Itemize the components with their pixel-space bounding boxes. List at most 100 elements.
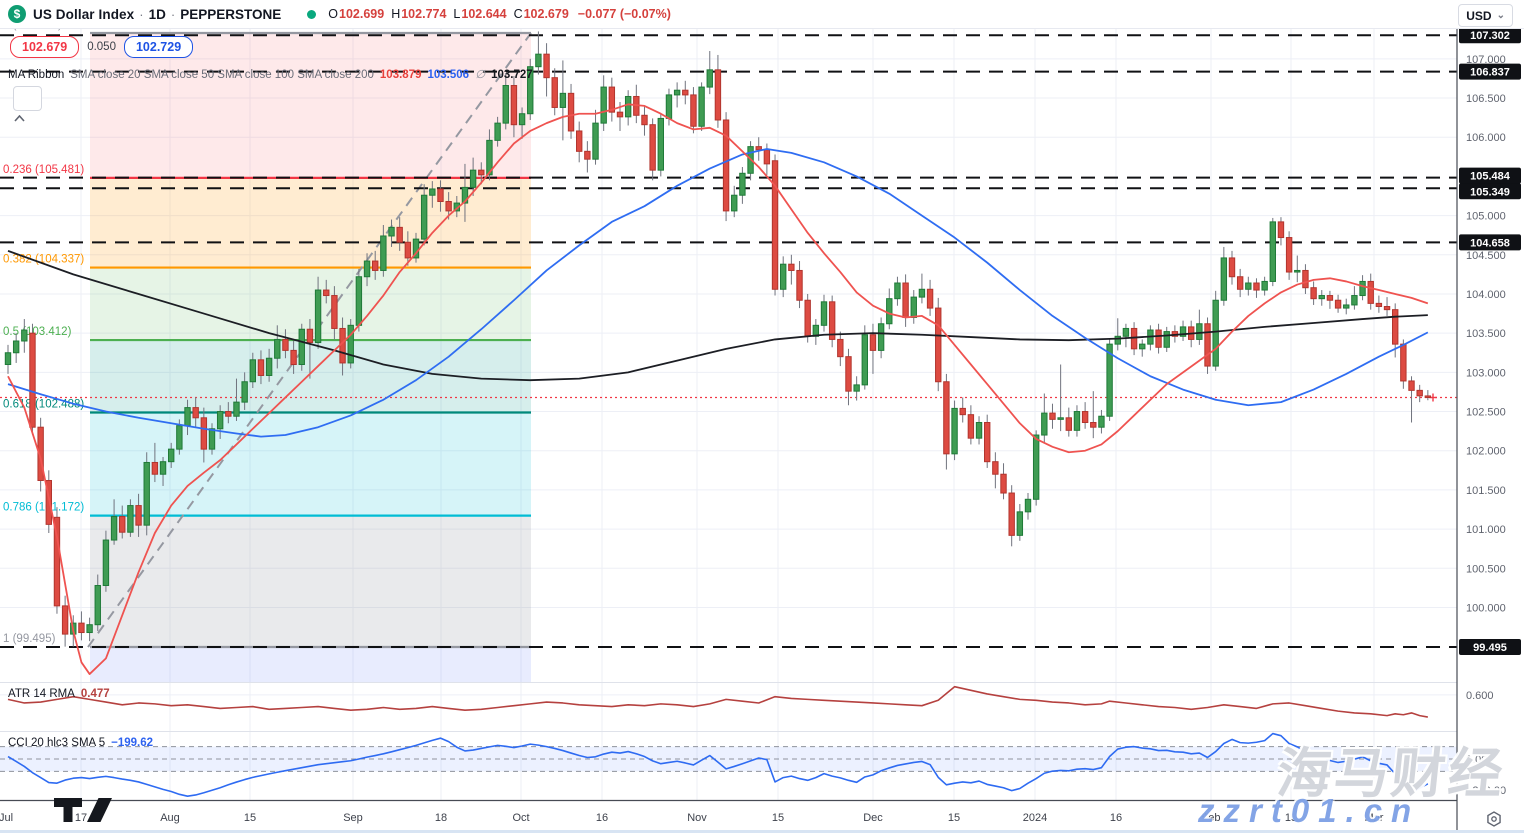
svg-text:105.000: 105.000	[1466, 211, 1506, 223]
high-label: H	[391, 7, 401, 21]
svg-text:Oct: Oct	[512, 812, 529, 824]
time-axis[interactable]: Jul 17 Aug 15 Sep 18 Oct 16 Nov 15 Dec 15 2024 16 Feb 1…	[0, 812, 1524, 833]
svg-text:101.000: 101.000	[1466, 524, 1506, 536]
svg-text:103.000: 103.000	[1466, 367, 1506, 379]
svg-text:107.302: 107.302	[1470, 30, 1510, 42]
cci-pane	[0, 732, 1457, 798]
axis-settings-gear-icon[interactable]	[1487, 811, 1501, 827]
svg-text:102.500: 102.500	[1466, 407, 1506, 419]
svg-text:104.500: 104.500	[1466, 250, 1506, 262]
chart-header: $ US Dollar Index · 1D · PEPPERSTONE O10…	[0, 0, 1524, 29]
currency-dropdown[interactable]: USD ⌄	[1458, 4, 1513, 27]
candles-layer	[4, 31, 1432, 647]
sma100-value: ∅	[475, 69, 486, 81]
low-label: L	[453, 7, 461, 21]
svg-text:2024: 2024	[1023, 812, 1047, 824]
svg-text:104.658: 104.658	[1470, 237, 1510, 249]
svg-text:105.484: 105.484	[1470, 171, 1511, 183]
quote-panel: 102.679 0.050 102.729	[10, 36, 194, 58]
collapse-legend-button[interactable]	[13, 86, 42, 122]
svg-text:Feb: Feb	[1202, 812, 1221, 824]
currency-label: USD	[1466, 8, 1492, 23]
svg-text:0.600: 0.600	[1466, 690, 1494, 702]
svg-text:100.500: 100.500	[1466, 563, 1506, 575]
svg-text:16: 16	[1110, 812, 1122, 824]
high-value: 102.774	[401, 7, 447, 21]
svg-text:0.00: 0.00	[1466, 754, 1487, 766]
ma-ribbon-legend[interactable]: MA Ribbon SMA close 20 SMA close 50 SMA …	[8, 67, 533, 81]
svg-text:Aug: Aug	[160, 812, 180, 824]
change-value: −0.077 (−0.07%)	[577, 7, 671, 21]
sma20-value: 103.879	[379, 69, 422, 81]
separator-dot: ·	[170, 6, 176, 22]
svg-text:15: 15	[1285, 812, 1297, 824]
svg-text:101.500: 101.500	[1466, 485, 1506, 497]
cci-title[interactable]: CCI 20 hlc3 SMA 5	[8, 737, 106, 749]
market-status-icon	[307, 9, 317, 19]
svg-text:Dec: Dec	[863, 812, 883, 824]
symbol-title[interactable]: US Dollar Index	[33, 6, 135, 22]
svg-text:15: 15	[244, 812, 256, 824]
watermark-site: zzrt01.cn	[1198, 792, 1421, 829]
chevron-up-icon	[14, 115, 25, 122]
cci-value: −199.62	[111, 737, 154, 749]
sma50-line	[7, 148, 1429, 438]
sma200-line	[7, 250, 1428, 382]
atr-line	[7, 685, 1428, 718]
svg-text:−250.00: −250.00	[1466, 785, 1506, 797]
svg-text:99.495: 99.495	[1473, 642, 1507, 654]
low-value: 102.644	[461, 7, 507, 21]
svg-text:0.786 (101.172): 0.786 (101.172)	[3, 502, 84, 514]
svg-text:0.382 (104.337): 0.382 (104.337)	[3, 254, 84, 266]
alert-level-lines	[0, 34, 1457, 649]
fib-retracement-zones	[90, 31, 531, 682]
svg-text:0.236 (105.481): 0.236 (105.481)	[3, 164, 84, 176]
symbol-logo-icon: $	[8, 5, 26, 23]
svg-text:102.000: 102.000	[1466, 446, 1506, 458]
svg-text:15: 15	[948, 812, 960, 824]
sma20-line	[7, 103, 1429, 675]
svg-text:Jul: Jul	[0, 812, 13, 824]
svg-text:104.000: 104.000	[1466, 289, 1506, 301]
ma-ribbon-title[interactable]: MA Ribbon	[8, 69, 65, 81]
svg-text:103.500: 103.500	[1466, 328, 1506, 340]
ask-price-box: 102.729	[123, 36, 194, 58]
svg-text:106.837: 106.837	[1470, 67, 1510, 79]
bid-price-box: 102.679	[10, 36, 80, 58]
atr-title[interactable]: ATR 14 RMA	[8, 688, 75, 700]
close-label: C	[513, 7, 523, 21]
open-value: 102.699	[339, 7, 385, 21]
svg-text:105.349: 105.349	[1470, 186, 1510, 198]
svg-text:0.618 (102.488): 0.618 (102.488)	[3, 398, 84, 410]
svg-text:15: 15	[772, 812, 784, 824]
svg-text:17: 17	[75, 812, 87, 824]
svg-text:0 (107.330): 0 (107.330)	[3, 28, 62, 31]
open-label: O	[328, 7, 339, 21]
svg-text:1 (99.495): 1 (99.495)	[3, 633, 56, 645]
atr-value: 0.477	[80, 688, 110, 700]
svg-text:0.5 (103.412): 0.5 (103.412)	[3, 326, 72, 338]
cci-line	[7, 732, 1429, 798]
widget-bottom-strip	[0, 830, 1524, 833]
close-value: 102.679	[523, 7, 569, 21]
chevron-down-icon: ⌄	[1496, 10, 1505, 21]
chart-canvas[interactable]: 0 (107.330) 0.236 (105.481) 0.382 (104.337…	[0, 28, 1524, 833]
ohlc-readout: O102.699 H102.774 L102.644 C102.679 −0.0…	[328, 7, 671, 21]
svg-text:106.000: 106.000	[1466, 132, 1506, 144]
atr-legend[interactable]: ATR 14 RMA 0.477	[8, 688, 110, 700]
svg-text:Sep: Sep	[343, 812, 363, 824]
ma-ribbon-params: SMA close 20 SMA close 50 SMA close 100 …	[70, 69, 374, 81]
svg-text:18: 18	[435, 812, 447, 824]
separator-dot: ·	[139, 6, 144, 22]
svg-text:16: 16	[596, 812, 608, 824]
exchange-label[interactable]: PEPPERSTONE	[180, 6, 282, 22]
svg-text:106.500: 106.500	[1466, 93, 1506, 105]
cci-legend[interactable]: CCI 20 hlc3 SMA 5 −199.62	[8, 737, 153, 749]
spread-value: 0.050	[87, 41, 116, 53]
price-axis[interactable]: 107.000 106.500 106.000 105.000 104.500 104.0…	[1456, 28, 1524, 833]
svg-text:100.000: 100.000	[1466, 602, 1506, 614]
timeframe-label[interactable]: 1D	[148, 6, 166, 22]
svg-text:Mar: Mar	[1365, 812, 1384, 824]
sma200-value: 103.727	[491, 69, 533, 81]
